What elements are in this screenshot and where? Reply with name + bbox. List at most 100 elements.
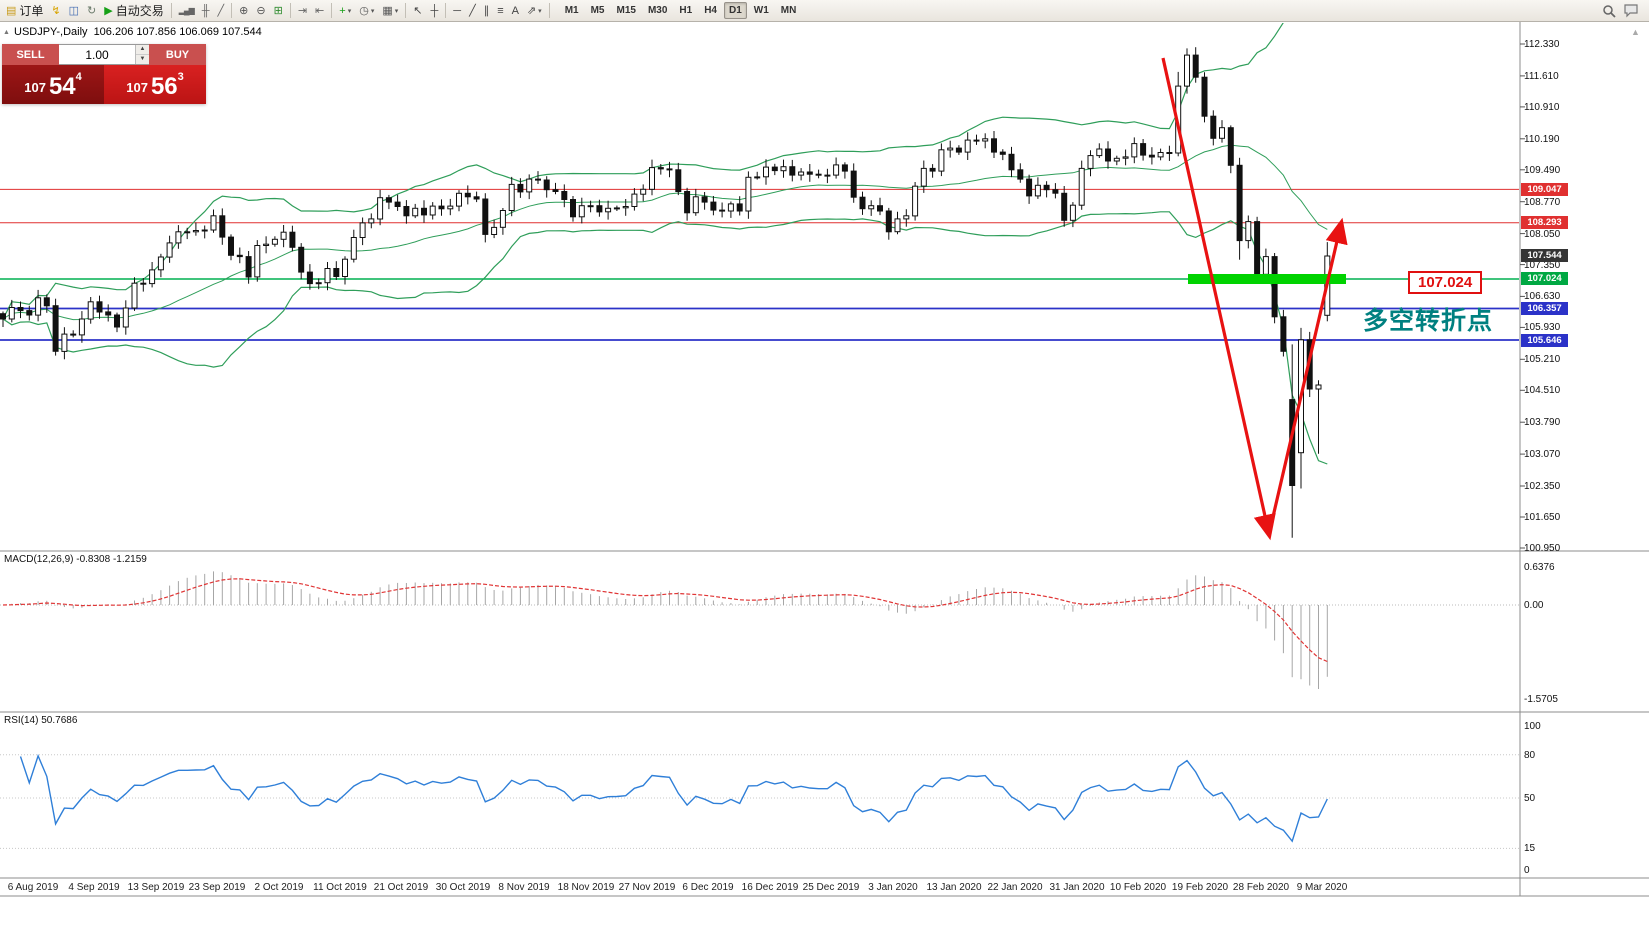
new-order-button[interactable]: ▤ 订单 [3,2,46,20]
fibo-tool-glyph: ≡ [497,4,504,17]
timeframe-toolbar: M1 M5 M15 M30 H1 H4 D1 W1 MN [559,2,803,19]
macd-layer [0,571,1519,689]
toolbar-separator [548,3,550,18]
periods-button[interactable]: ◷ ▾ [356,2,377,20]
chart-collapse-icon[interactable]: ▲ [3,29,10,36]
chevron-down-icon: ▾ [394,7,399,15]
bar-chart-button[interactable]: ▂▄▆ [176,2,197,20]
main-chart-layer [0,23,1519,541]
buy-button[interactable]: BUY [149,44,206,65]
search-button[interactable] [1599,2,1619,20]
timeframe-m30-button[interactable]: M30 [647,5,668,16]
auto-trading-glyph: ▶ [104,4,113,17]
rsi-name: RSI(14) [4,715,39,726]
pivot-annotation-text[interactable]: 多空转折点 [1363,307,1494,335]
templates-button[interactable]: ▦ ▾ [379,2,401,20]
price-level-callout[interactable]: 107.024 [1408,271,1483,294]
chevron-down-icon: ▾ [370,7,375,15]
zoom-out-button[interactable]: ⊖ [253,2,268,20]
sell-quote-button[interactable]: 107 54 4 [2,65,104,104]
channel-tool-button[interactable]: ∥ [481,2,493,20]
ohlc-values: 106.206 107.856 106.069 107.544 [93,26,262,38]
buy-price-sup: 3 [177,71,184,83]
timeframe-m15-button[interactable]: M15 [616,5,636,16]
timeframe-w1-button[interactable]: W1 [753,5,769,16]
sell-button[interactable]: SELL [2,44,59,65]
fibo-tool-button[interactable]: ≡ [494,2,506,20]
trendline-tool-button[interactable]: ╱ [466,2,479,20]
crosshair-button[interactable]: ┼ [427,2,441,20]
profile-icon-glyph: ◫ [68,4,80,17]
line-chart-button[interactable]: ╱ [215,2,228,20]
auto-trading-button-label: 自动交易 [115,4,164,18]
bar-chart-glyph: ▂▄▆ [178,5,195,15]
rsi-value: 50.7686 [41,715,78,726]
toolbar-separator [289,3,291,18]
toolbar-separator [445,3,447,18]
crosshair-glyph: ┼ [430,4,439,17]
candlestick-glyph: ╫ [201,4,210,17]
timeframe-mn-button[interactable]: MN [780,5,797,16]
line-chart-glyph: ╱ [217,4,225,17]
buy-quote-button[interactable]: 107 56 3 [104,65,206,104]
channel-tool-glyph: ∥ [483,4,490,17]
toolbar-separator [231,3,233,18]
buy-price-pips: 56 [150,73,178,100]
one-click-trade-panel: SELL ▲▼ BUY 107 54 4 107 56 3 [2,44,206,104]
tile-windows-glyph: ⊞ [273,4,283,17]
auto-scroll-button[interactable]: ⇥ [295,2,310,20]
chart-title: USDJPY-,Daily 106.206 107.856 106.069 107… [14,26,262,38]
chart-shift-glyph: ⇤ [315,4,325,17]
chat-button[interactable] [1621,2,1642,20]
rsi-layer [0,753,1519,849]
chat-icon [1624,3,1638,17]
symbol-period-label: USDJPY-,Daily [14,26,88,38]
timeframe-d1-button[interactable]: D1 [724,2,747,19]
templates-glyph: ▦ [382,4,393,17]
timeframe-m1-button[interactable]: M1 [564,5,579,16]
toolbar-separator [405,3,407,18]
text-tool-button[interactable]: A [509,2,522,20]
chevron-down-icon: ▾ [347,7,352,15]
buy-price-big: 107 [126,80,148,95]
profile-icon: ◫ [66,2,82,20]
rsi-label: RSI(14) 50.7686 [4,715,77,726]
hline-tool-button[interactable]: ─ [450,2,464,20]
indicators-glyph: + [339,4,346,17]
toolbar-separator [170,3,172,18]
zoom-in-glyph: ⊕ [239,4,249,17]
volume-down-icon[interactable]: ▼ [136,55,149,64]
shapes-tool-button[interactable]: ⇗ ▾ [524,2,545,20]
refresh-icon: ↻ [84,2,99,20]
timeframe-m5-button[interactable]: M5 [590,5,605,16]
timeframe-h4-button[interactable]: H4 [704,5,717,16]
chart-shift-button[interactable]: ⇤ [312,2,327,20]
hline-tool-glyph: ─ [453,4,462,17]
text-tool-glyph: A [511,4,519,17]
volume-stepper[interactable]: ▲ ▼ [135,45,149,64]
timeframe-h1-button[interactable]: H1 [679,5,693,16]
volume-up-icon[interactable]: ▲ [136,45,149,55]
cursor-button[interactable]: ↖ [410,2,425,20]
macd-label: MACD(12,26,9) -0.8308 -1.2159 [4,554,147,565]
search-icon [1603,4,1616,18]
sell-price-big: 107 [24,80,46,95]
main-toolbar: ▤ 订单 ↯ ◫ ↻ ▶ 自动交易 ▂▄▆ ╫ ╱ ⊕ ⊖ ⊞ ⇥ ⇤ + ▾ ◷ ▾ ▦ ▾ ↖ ┼ ─ ╱ ∥ ≡ A ⇗ ▾ M1 M5… [0,0,1649,22]
auto-trading-button[interactable]: ▶ 自动交易 [101,2,166,20]
volume-input[interactable] [59,45,135,64]
sell-price-sup: 4 [75,71,82,83]
macd-name: MACD(12,26,9) [4,554,74,565]
indicators-button[interactable]: + ▾ [336,2,354,20]
scroll-to-end-icon[interactable]: ▲ [1631,27,1640,37]
candlestick-button[interactable]: ╫ [199,2,213,20]
trendline-tool-glyph: ╱ [469,4,476,17]
zoom-out-glyph: ⊖ [256,4,266,17]
tile-windows-button[interactable]: ⊞ [271,2,286,20]
toolbar-separator [331,3,333,18]
toolbar-right-group [1598,2,1643,20]
periods-glyph: ◷ [359,4,369,17]
sell-price-pips: 54 [48,73,76,100]
zoom-in-button[interactable]: ⊕ [236,2,251,20]
